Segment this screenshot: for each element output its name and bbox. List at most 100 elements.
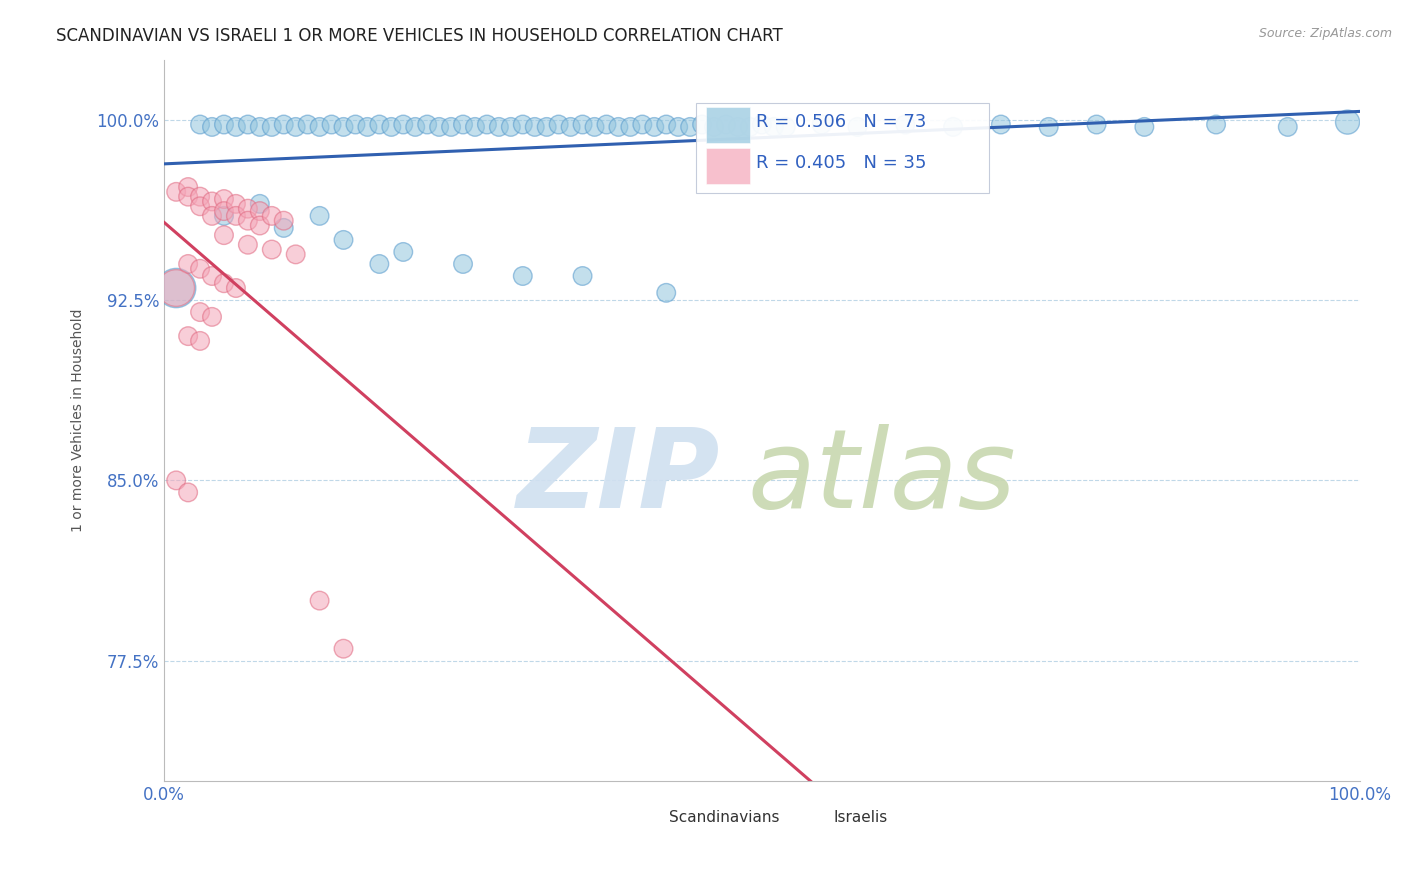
Point bbox=[655, 118, 678, 132]
Point bbox=[703, 120, 725, 134]
Point bbox=[188, 334, 211, 348]
Point bbox=[188, 261, 211, 276]
Point bbox=[368, 257, 391, 271]
Point bbox=[212, 228, 235, 243]
Point bbox=[583, 120, 606, 134]
Point bbox=[332, 120, 354, 134]
Point bbox=[571, 268, 593, 283]
Point bbox=[260, 209, 283, 223]
FancyBboxPatch shape bbox=[706, 148, 749, 184]
Point bbox=[332, 233, 354, 247]
Point bbox=[810, 118, 832, 132]
Point bbox=[177, 329, 200, 343]
Point bbox=[284, 247, 307, 261]
Point bbox=[451, 118, 474, 132]
Point bbox=[356, 120, 378, 134]
Point bbox=[236, 213, 259, 227]
Point bbox=[631, 118, 654, 132]
Point bbox=[775, 120, 797, 134]
Point bbox=[1038, 120, 1060, 134]
Point bbox=[894, 118, 917, 132]
Point bbox=[321, 118, 343, 132]
Point bbox=[846, 120, 869, 134]
Point bbox=[260, 120, 283, 134]
Point bbox=[595, 118, 617, 132]
Point bbox=[212, 204, 235, 219]
Point bbox=[990, 118, 1012, 132]
Point bbox=[344, 118, 367, 132]
Point bbox=[643, 120, 665, 134]
Point bbox=[236, 202, 259, 216]
Point bbox=[655, 285, 678, 300]
Point bbox=[751, 118, 773, 132]
Point bbox=[1205, 118, 1227, 132]
FancyBboxPatch shape bbox=[621, 800, 664, 835]
Point bbox=[201, 310, 224, 324]
FancyBboxPatch shape bbox=[789, 800, 831, 835]
Point bbox=[177, 189, 200, 203]
Point bbox=[225, 120, 247, 134]
Point bbox=[738, 120, 761, 134]
Point bbox=[1133, 120, 1156, 134]
Point bbox=[332, 641, 354, 656]
Point bbox=[499, 120, 522, 134]
Point bbox=[212, 209, 235, 223]
Point bbox=[188, 189, 211, 203]
Point bbox=[260, 243, 283, 257]
Point bbox=[607, 120, 630, 134]
Text: Israelis: Israelis bbox=[834, 810, 887, 825]
Point bbox=[212, 118, 235, 132]
Point bbox=[451, 257, 474, 271]
Point bbox=[942, 120, 965, 134]
Point bbox=[225, 209, 247, 223]
Point bbox=[512, 268, 534, 283]
Point bbox=[201, 268, 224, 283]
Point bbox=[308, 209, 330, 223]
Point bbox=[416, 118, 439, 132]
Point bbox=[273, 118, 295, 132]
Point bbox=[177, 485, 200, 500]
Point bbox=[212, 277, 235, 291]
Point bbox=[165, 474, 187, 488]
Point bbox=[236, 118, 259, 132]
Point bbox=[297, 118, 319, 132]
Point bbox=[392, 244, 415, 259]
Y-axis label: 1 or more Vehicles in Household: 1 or more Vehicles in Household bbox=[72, 309, 86, 532]
Point bbox=[177, 180, 200, 194]
Point bbox=[727, 120, 749, 134]
Text: atlas: atlas bbox=[747, 425, 1015, 532]
Point bbox=[1085, 118, 1108, 132]
Point bbox=[188, 305, 211, 319]
Text: Source: ZipAtlas.com: Source: ZipAtlas.com bbox=[1258, 27, 1392, 40]
Point bbox=[284, 120, 307, 134]
Point bbox=[273, 213, 295, 227]
Point bbox=[560, 120, 582, 134]
Text: R = 0.405   N = 35: R = 0.405 N = 35 bbox=[756, 153, 927, 172]
Point bbox=[464, 120, 486, 134]
Point bbox=[571, 118, 593, 132]
Point bbox=[165, 281, 187, 295]
Point bbox=[273, 221, 295, 235]
Point bbox=[714, 118, 737, 132]
Point bbox=[512, 118, 534, 132]
Point bbox=[536, 120, 558, 134]
Point bbox=[201, 209, 224, 223]
Point bbox=[380, 120, 402, 134]
Point bbox=[427, 120, 450, 134]
Point bbox=[249, 204, 271, 219]
Point bbox=[249, 197, 271, 211]
Point bbox=[249, 120, 271, 134]
Text: Scandinavians: Scandinavians bbox=[669, 810, 779, 825]
Point bbox=[679, 120, 702, 134]
Point bbox=[619, 120, 641, 134]
Point bbox=[762, 120, 785, 134]
Point bbox=[225, 281, 247, 295]
Point bbox=[666, 120, 689, 134]
FancyBboxPatch shape bbox=[706, 107, 749, 143]
Point bbox=[690, 118, 713, 132]
FancyBboxPatch shape bbox=[696, 103, 988, 193]
Point bbox=[547, 118, 569, 132]
Point bbox=[1277, 120, 1299, 134]
Point bbox=[188, 199, 211, 213]
Point bbox=[523, 120, 546, 134]
